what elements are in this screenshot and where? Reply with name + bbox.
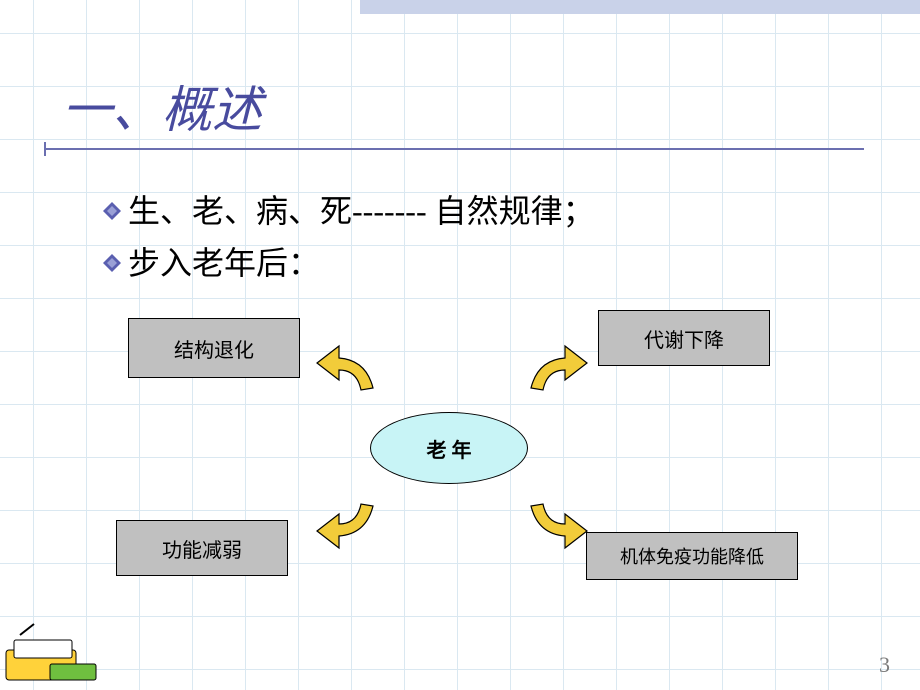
bullet-text: 步入老年后： [128, 238, 320, 284]
box-structural-degradation: 结构退化 [128, 318, 300, 378]
box-metabolism-decline: 代谢下降 [598, 310, 770, 366]
box-function-weaken: 功能减弱 [116, 520, 288, 576]
bullet-list: 生、老、病、死------- 自然规律； 步入老年后： [102, 186, 595, 290]
page-number: 3 [879, 652, 890, 678]
slide-title: 一、概述 [62, 70, 262, 142]
top-accent-band [360, 0, 920, 14]
box-immunity-decline: 机体免疫功能降低 [586, 532, 798, 580]
center-ellipse-old-age: 老 年 [370, 412, 528, 484]
bullet-text: 生、老、病、死------- 自然规律； [128, 186, 595, 232]
arrow-tr [515, 328, 593, 406]
arrow-bl [311, 488, 389, 566]
arrow-tl [311, 328, 389, 406]
diamond-bullet-icon [102, 201, 122, 221]
aging-diagram: 结构退化 代谢下降 功能减弱 机体免疫功能降低 老 年 [108, 310, 808, 630]
arrow-br [515, 488, 593, 566]
title-rule-horizontal [44, 148, 864, 150]
diamond-bullet-icon [102, 253, 122, 273]
bullet-item: 生、老、病、死------- 自然规律； [102, 186, 595, 232]
bullet-item: 步入老年后： [102, 238, 595, 284]
corner-decoration-icon [0, 620, 110, 690]
